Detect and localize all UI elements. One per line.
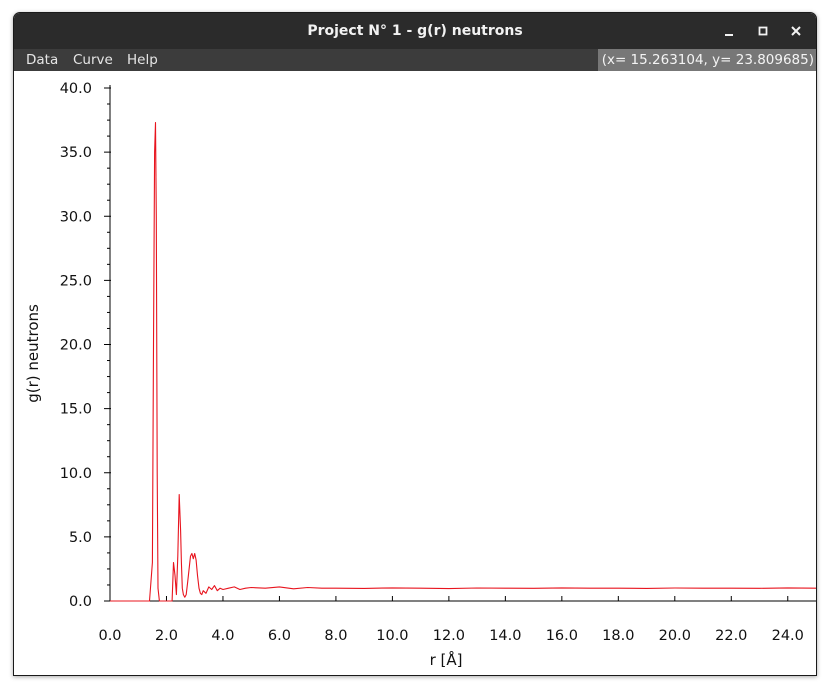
x-tick-label: 4.0 bbox=[211, 628, 234, 644]
chart[interactable]: 0.0 5.0 10.0 15.0 20.0 25.0 30.0 35.0 40.0 0.0 2.0… bbox=[14, 71, 816, 675]
x-tick-label: 2.0 bbox=[155, 628, 178, 644]
y-tick-label: 35.0 bbox=[60, 145, 92, 161]
y-tick-label: 20.0 bbox=[60, 338, 92, 354]
x-tick-label: 12.0 bbox=[433, 628, 465, 644]
app-window: Project N° 1 - g(r) neutrons Data Curve … bbox=[13, 12, 817, 676]
x-tick-label: 16.0 bbox=[546, 628, 578, 644]
maximize-button[interactable] bbox=[753, 21, 773, 41]
y-tick-label: 0.0 bbox=[69, 594, 92, 610]
plot-area[interactable]: 0.0 5.0 10.0 15.0 20.0 25.0 30.0 35.0 40.0 0.0 2.0… bbox=[14, 71, 816, 675]
maximize-icon bbox=[758, 26, 768, 36]
menu-curve[interactable]: Curve bbox=[73, 52, 113, 68]
y-axis-label: g(r) neutrons bbox=[24, 304, 42, 403]
x-axis-label: r [Å] bbox=[430, 650, 463, 669]
window-title: Project N° 1 - g(r) neutrons bbox=[307, 23, 523, 39]
x-tick-label: 10.0 bbox=[376, 628, 408, 644]
x-tick-label: 8.0 bbox=[324, 628, 347, 644]
cursor-coordinates: (x= 15.263104, y= 23.809685) bbox=[597, 49, 816, 71]
x-tick-label: 18.0 bbox=[602, 628, 634, 644]
close-icon bbox=[791, 26, 801, 36]
close-button[interactable] bbox=[786, 21, 806, 41]
x-tick-label: 24.0 bbox=[772, 628, 804, 644]
menu-data[interactable]: Data bbox=[26, 52, 59, 68]
x-tick-label: 14.0 bbox=[489, 628, 521, 644]
series-line bbox=[110, 122, 816, 602]
y-tick-label: 30.0 bbox=[60, 209, 92, 225]
y-tick-label: 15.0 bbox=[60, 402, 92, 418]
y-tick-label: 40.0 bbox=[60, 81, 92, 97]
x-tick-label: 22.0 bbox=[715, 628, 747, 644]
minimize-icon bbox=[725, 34, 733, 36]
y-tick-label: 10.0 bbox=[60, 466, 92, 482]
x-tick-label: 0.0 bbox=[98, 628, 121, 644]
minimize-button[interactable] bbox=[719, 21, 739, 41]
y-tick-label: 25.0 bbox=[60, 273, 92, 289]
x-tick-label: 20.0 bbox=[659, 628, 691, 644]
x-tick-label: 6.0 bbox=[268, 628, 291, 644]
y-tick-label: 5.0 bbox=[69, 530, 92, 546]
title-bar[interactable]: Project N° 1 - g(r) neutrons bbox=[14, 13, 816, 49]
menu-bar: Data Curve Help (x= 15.263104, y= 23.809… bbox=[14, 49, 816, 71]
menu-help[interactable]: Help bbox=[127, 52, 158, 68]
